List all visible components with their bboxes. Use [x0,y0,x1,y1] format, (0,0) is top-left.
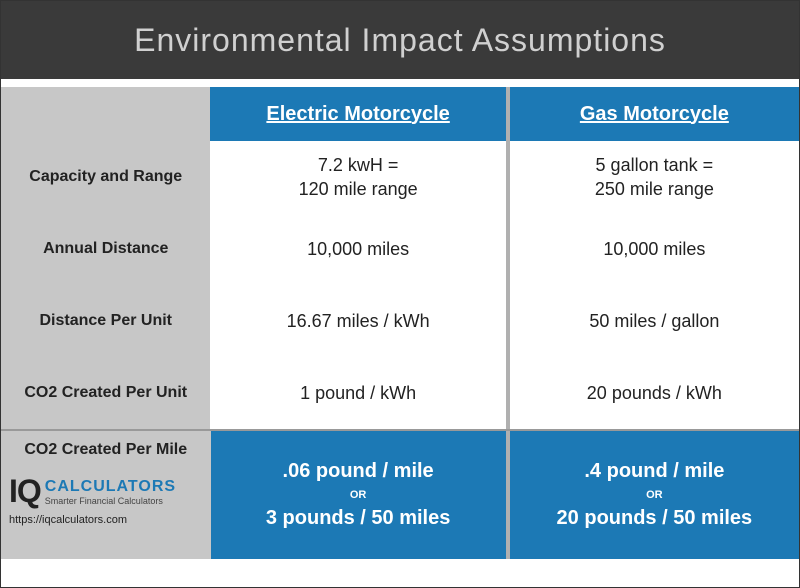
table-row: Capacity and Range 7.2 kwH =120 mile ran… [1,141,799,213]
row-label-distance-unit: Distance Per Unit [1,285,210,357]
cell-gas-dist: 50 miles / gallon [510,285,799,357]
cell-gas-capacity: 5 gallon tank =250 mile range [510,141,799,213]
footer-or-label: OR [646,489,663,501]
logo-stack: CALCULATORS Smarter Financial Calculator… [45,478,176,506]
footer-electric-line2: 3 pounds / 50 miles [266,507,451,530]
cell-electric-co2: 1 pound / kWh [210,357,505,429]
header-blank [1,87,210,141]
footer-gas-line2: 20 pounds / 50 miles [557,507,753,530]
table-row: CO2 Created Per Unit 1 pound / kWh 20 po… [1,357,799,429]
row-label-capacity: Capacity and Range [1,141,210,213]
row-label-co2-mile: CO2 Created Per Mile [9,441,203,467]
logo-calculators-text: CALCULATORS [45,478,176,496]
column-header-electric: Electric Motorcycle [210,87,505,141]
logo-iq-text: IQ [9,473,41,510]
table-row: Distance Per Unit 16.67 miles / kWh 50 m… [1,285,799,357]
footer-electric: .06 pound / mile OR 3 pounds / 50 miles [211,431,506,559]
spacer [1,79,799,87]
cell-electric-dist: 16.67 miles / kWh [210,285,505,357]
brand-url: https://iqcalculators.com [9,510,203,526]
brand-logo: IQ CALCULATORS Smarter Financial Calcula… [9,467,203,510]
footer-gas-line1: .4 pound / mile [584,460,724,483]
footer-or-label: OR [350,489,367,501]
row-label-annual: Annual Distance [1,213,210,285]
infographic-container: Environmental Impact Assumptions Electri… [0,0,800,588]
footer-row: CO2 Created Per Mile IQ CALCULATORS Smar… [1,429,799,559]
footer-electric-line1: .06 pound / mile [283,460,434,483]
footer-label-cell: CO2 Created Per Mile IQ CALCULATORS Smar… [1,431,211,559]
row-label-co2-unit: CO2 Created Per Unit [1,357,210,429]
page-title: Environmental Impact Assumptions [1,1,799,79]
cell-electric-capacity: 7.2 kwH =120 mile range [210,141,505,213]
table-row: Annual Distance 10,000 miles 10,000 mile… [1,213,799,285]
footer-gas: .4 pound / mile OR 20 pounds / 50 miles [510,431,799,559]
cell-gas-annual: 10,000 miles [510,213,799,285]
cell-electric-annual: 10,000 miles [210,213,505,285]
logo-tagline: Smarter Financial Calculators [45,496,176,506]
column-header-row: Electric Motorcycle Gas Motorcycle [1,87,799,141]
cell-gas-co2: 20 pounds / kWh [510,357,799,429]
column-header-gas: Gas Motorcycle [510,87,799,141]
